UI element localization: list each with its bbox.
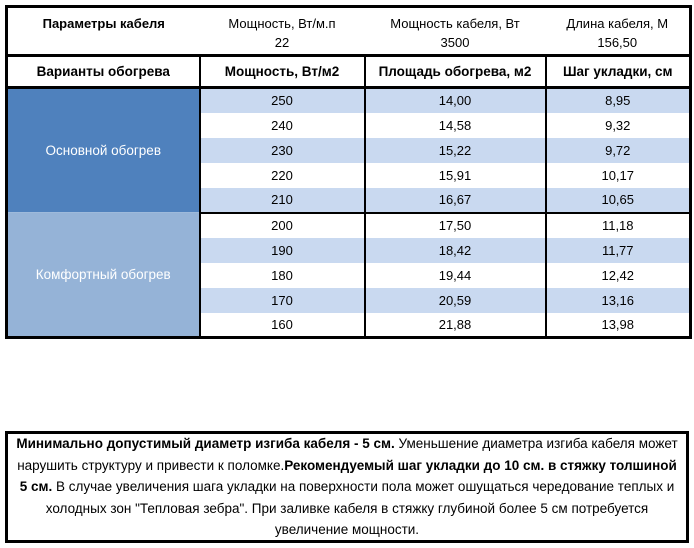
table-row: 180 19,44 12,42 xyxy=(7,262,691,288)
data-cell: 20,59 xyxy=(363,287,547,313)
data-cell: 160 xyxy=(198,312,366,338)
cable-params-title: Параметры кабеля xyxy=(42,15,165,31)
data-cell: 250 xyxy=(198,87,366,113)
table-row: 210 16,67 10,65 xyxy=(7,187,691,213)
data-cell: 11,18 xyxy=(544,211,691,238)
data-cell: 9,72 xyxy=(544,137,691,163)
cable-heating-table: Параметры кабеля Мощность, Вт/м.п Мощнос… xyxy=(5,5,692,339)
data-cell: 13,16 xyxy=(544,287,691,313)
section-label-primary-heating: Основной обогрев xyxy=(6,87,201,213)
note-segment: В случае увеличения шага укладки на пове… xyxy=(45,479,675,538)
data-cell: 10,65 xyxy=(544,187,691,213)
header-power-w-m2: Мощность, Вт/м2 xyxy=(198,54,366,89)
param-value-power-per-meter: 22 xyxy=(274,34,290,50)
data-cell: 14,00 xyxy=(363,87,547,113)
table-row: 230 15,22 9,72 xyxy=(7,137,691,163)
data-cell: 190 xyxy=(198,237,366,263)
cable-params-value-row: 22 3500 156,50 xyxy=(7,34,691,56)
empty-cell xyxy=(7,34,200,56)
data-cell: 19,44 xyxy=(363,262,547,288)
data-cell: 15,22 xyxy=(363,137,547,163)
section-label-comfort-heating: Комфортный обогрев xyxy=(6,212,201,338)
table-row: Основной обогрев 250 14,00 8,95 xyxy=(6,87,691,213)
header-heating-variants: Варианты обогрева xyxy=(6,54,201,89)
note-text: Минимально допустимый диаметр изгиба каб… xyxy=(8,431,686,543)
header-laying-step: Шаг укладки, см xyxy=(544,54,691,89)
data-cell: 10,17 xyxy=(544,162,691,188)
data-cell: 12,42 xyxy=(544,262,691,288)
data-cell: 17,50 xyxy=(363,211,547,238)
table-row: Комфортный обогрев 200 17,50 11,18 xyxy=(6,211,691,338)
data-cell: 9,32 xyxy=(544,112,691,138)
data-cell: 21,88 xyxy=(363,312,547,338)
data-cell: 170 xyxy=(198,287,366,313)
param-label-power-per-meter: Мощность, Вт/м.п xyxy=(228,15,336,31)
data-cell: 13,98 xyxy=(544,312,691,338)
note-segment: Уменьшение диаметра изгиба кабеля может … xyxy=(17,436,678,473)
data-cell: 220 xyxy=(198,162,366,188)
table-row: 190 18,42 11,77 xyxy=(7,237,691,263)
note-box: Минимально допустимый диаметр изгиба каб… xyxy=(5,431,689,543)
param-label-cable-power: Мощность кабеля, Вт xyxy=(390,15,520,31)
param-label-cable-length: Длина кабеля, М xyxy=(566,15,669,31)
note-bold-segment: Минимально допустимый диаметр изгиба каб… xyxy=(16,436,395,452)
data-cell: 240 xyxy=(198,112,366,138)
note-bold-segment: Рекомендуемый шаг укладки до 10 см. в ст… xyxy=(19,457,677,495)
param-value-cable-length: 156,50 xyxy=(597,34,638,50)
param-value-cable-power: 3500 xyxy=(440,34,470,50)
cable-params-label-row: Параметры кабеля Мощность, Вт/м.п Мощнос… xyxy=(7,7,691,34)
data-cell: 180 xyxy=(198,262,366,288)
table-row: 220 15,91 10,17 xyxy=(7,162,691,188)
table-row: 170 20,59 13,16 xyxy=(7,287,691,313)
data-cell: 18,42 xyxy=(363,237,547,263)
data-cell: 230 xyxy=(198,137,366,163)
table-row: 240 14,58 9,32 xyxy=(7,112,691,138)
data-cell: 210 xyxy=(198,187,366,213)
data-cell: 11,77 xyxy=(544,237,691,263)
table-row: 160 21,88 13,98 xyxy=(7,312,691,338)
data-cell: 16,67 xyxy=(363,187,547,213)
data-cell: 14,58 xyxy=(363,112,547,138)
heating-table-header-row: Варианты обогрева Мощность, Вт/м2 Площад… xyxy=(6,54,691,89)
data-cell: 8,95 xyxy=(544,87,691,113)
data-cell: 200 xyxy=(198,211,366,238)
data-cell: 15,91 xyxy=(363,162,547,188)
header-heating-area: Площадь обогрева, м2 xyxy=(363,54,547,89)
